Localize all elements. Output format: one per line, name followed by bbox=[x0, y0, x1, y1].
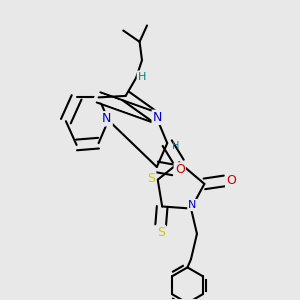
Text: O: O bbox=[226, 174, 236, 188]
Text: O: O bbox=[175, 164, 185, 176]
Text: H: H bbox=[172, 141, 179, 151]
Text: S: S bbox=[147, 172, 155, 185]
Text: H: H bbox=[138, 72, 146, 82]
Text: S: S bbox=[157, 226, 165, 239]
Text: N: N bbox=[188, 200, 197, 210]
Text: N: N bbox=[102, 112, 112, 125]
Text: N: N bbox=[153, 111, 162, 124]
